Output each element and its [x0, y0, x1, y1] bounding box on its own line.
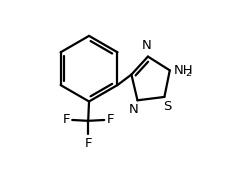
Text: F: F: [106, 114, 114, 127]
Text: N: N: [129, 103, 139, 116]
Text: 2: 2: [186, 69, 192, 78]
Text: F: F: [62, 114, 70, 127]
Text: NH: NH: [174, 64, 193, 77]
Text: S: S: [164, 100, 172, 113]
Text: F: F: [84, 137, 92, 150]
Text: N: N: [142, 39, 152, 52]
